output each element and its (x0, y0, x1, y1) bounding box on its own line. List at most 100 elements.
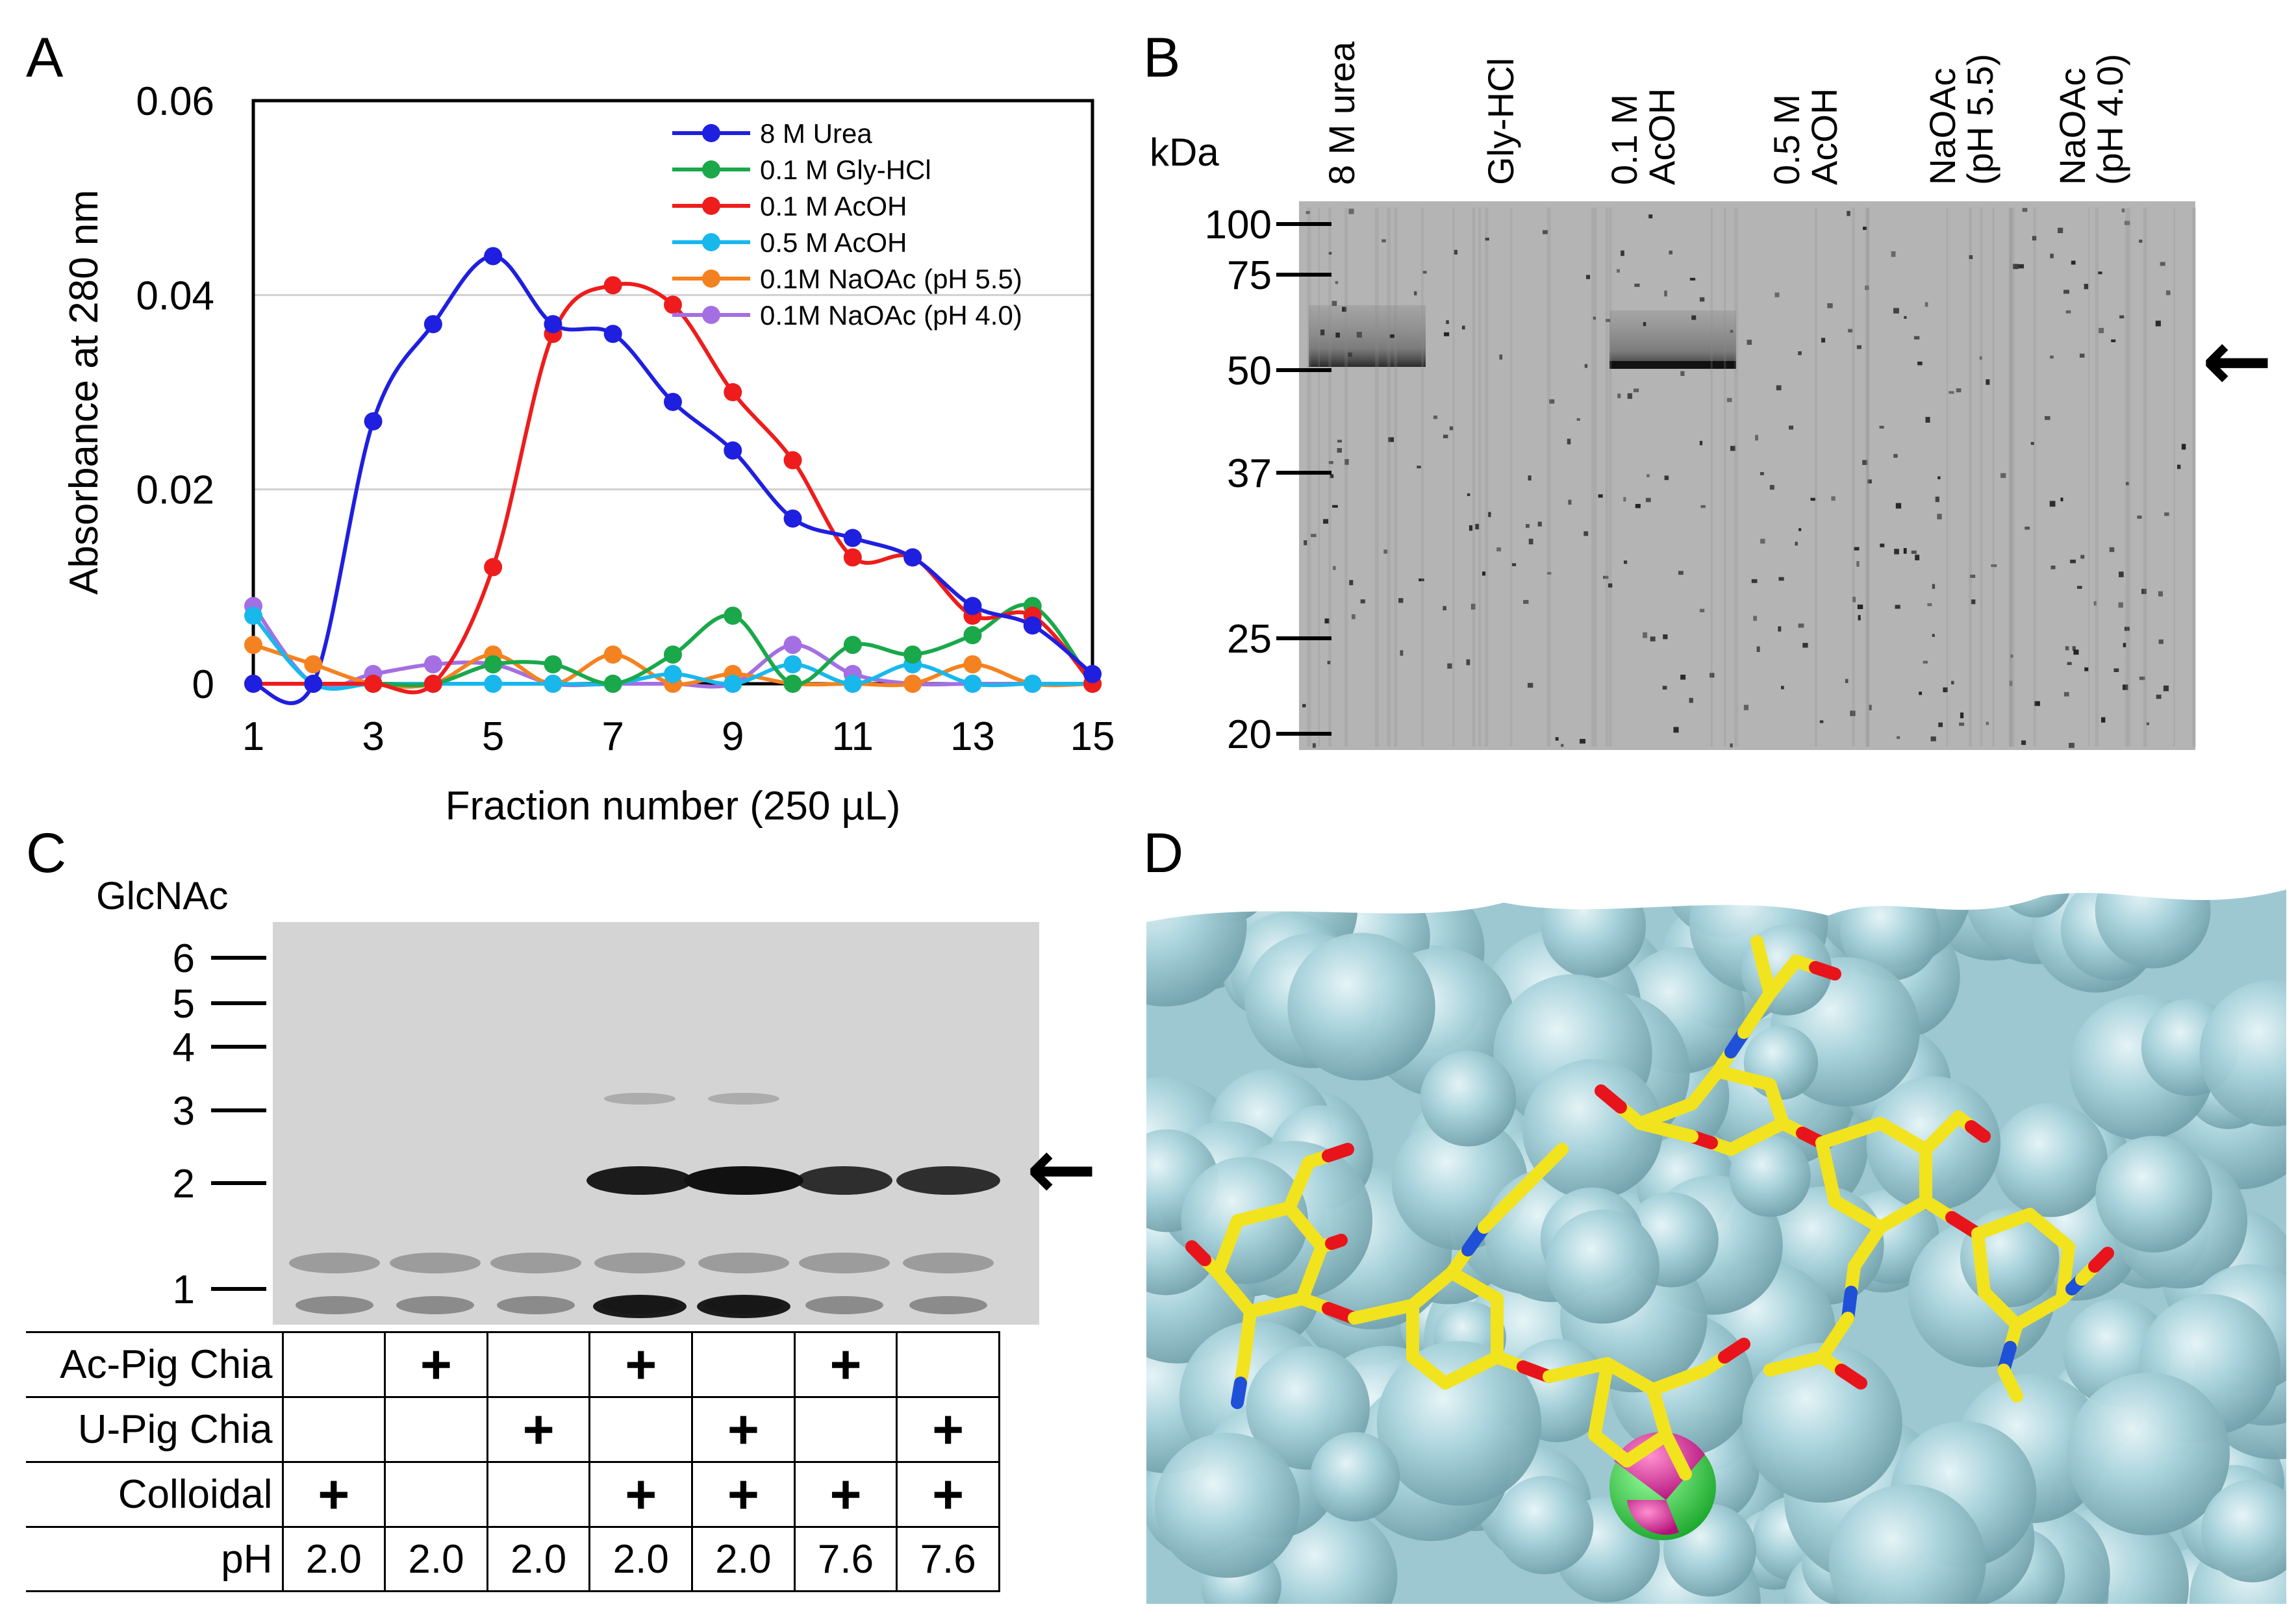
data-point (603, 675, 622, 693)
series-line (253, 254, 1094, 705)
data-point (843, 675, 862, 693)
data-point (843, 548, 862, 567)
condition-row-label: pH (26, 1526, 284, 1592)
condition-cell (281, 1396, 386, 1463)
data-point (364, 412, 383, 431)
product-arrow: ← (1026, 1119, 1097, 1218)
condition-cell: + (384, 1331, 488, 1398)
chart-plot-frame (251, 99, 1094, 686)
data-point (304, 675, 323, 693)
condition-cell: + (588, 1461, 694, 1528)
legend-swatch-marker (702, 160, 720, 179)
condition-cell (384, 1396, 488, 1463)
x-tick-label: 9 (722, 714, 744, 759)
data-point (484, 655, 503, 674)
legend-swatch-marker (702, 124, 720, 142)
data-point (963, 655, 982, 674)
panel-b-label: B (1143, 27, 1181, 89)
condition-row: Colloidal + + + + + (26, 1461, 1000, 1528)
condition-cell (486, 1331, 591, 1398)
lane-label: NaOAc(pH 4.0) (2052, 54, 2130, 185)
lane-label: NaOAc(pH 5.5) (1922, 54, 2000, 185)
y-axis-label: Absorbance at 280 nm (62, 190, 107, 595)
condition-cell: + (793, 1461, 898, 1528)
y-tick-label: 0.04 (136, 273, 214, 318)
data-point (423, 675, 442, 693)
product-gel-bands (289, 1093, 1000, 1318)
data-point (963, 675, 982, 693)
protein-ligand-structure (1146, 877, 2286, 1604)
kda-marker-label: 20 (1227, 712, 1272, 757)
legend-entry: 0.1M NaOAc (pH 4.0) (760, 300, 1022, 331)
data-point (724, 441, 742, 460)
legend-entry: 0.5 M AcOH (760, 227, 907, 258)
condition-cell: + (896, 1396, 1000, 1463)
condition-cell: + (281, 1461, 386, 1528)
condition-row: pH 2.0 2.0 2.0 2.0 2.0 7.6 7.6 (26, 1526, 1000, 1592)
data-point (724, 675, 742, 693)
data-point (724, 383, 742, 401)
data-point (244, 636, 262, 655)
panel-d-label: D (1143, 822, 1184, 884)
x-axis-label: Fraction number (250 µL) (446, 784, 901, 829)
condition-cell: + (691, 1396, 796, 1463)
gel-band-urea (1309, 305, 1426, 367)
data-point (484, 247, 503, 266)
glcnac-marker-label: 5 (173, 982, 195, 1027)
data-point (843, 529, 862, 547)
data-point (544, 315, 562, 334)
data-point (903, 645, 922, 664)
glcnac-marker-label: 2 (173, 1162, 195, 1206)
data-point (1083, 665, 1102, 684)
svg-text:NaOAc: NaOAc (2052, 68, 2093, 186)
glcnac-marker-label: 4 (173, 1025, 195, 1070)
gel-speckle-noise (1302, 208, 2196, 748)
data-point (664, 665, 682, 684)
legend-swatch-marker (702, 197, 720, 215)
product-gel-image (273, 922, 1039, 1325)
kda-marker-label: 100 (1205, 203, 1272, 247)
data-point (963, 626, 982, 645)
x-tick-label: 7 (601, 714, 624, 759)
svg-text:8 M urea: 8 M urea (1321, 41, 1362, 185)
condition-cell (588, 1396, 694, 1463)
protein-surface (1146, 877, 2286, 1604)
condition-cell: 2.0 (588, 1526, 694, 1592)
condition-cell: 2.0 (384, 1526, 488, 1592)
y-tick-label: 0.06 (136, 79, 214, 124)
condition-row: Ac-Pig Chia + + + (26, 1331, 1000, 1398)
dimer-band (684, 1166, 803, 1195)
data-point (603, 325, 622, 344)
chitooligosaccharide-ligand (1185, 935, 2114, 1480)
lane-label: Gly-HCl (1480, 58, 1521, 185)
kda-marker-label: 37 (1227, 451, 1272, 496)
condition-cell (486, 1461, 591, 1528)
data-point (423, 655, 442, 674)
band-arrow: ← (2202, 311, 2273, 410)
svg-text:NaOAc: NaOAc (1922, 68, 1963, 186)
chart-gridlines (253, 294, 1092, 491)
data-point (664, 645, 682, 664)
condition-cell: + (896, 1461, 1000, 1528)
data-point (1023, 616, 1042, 635)
gel-band-acoh (1609, 310, 1736, 369)
legend-swatch-marker (702, 233, 720, 251)
svg-text:0.1 M: 0.1 M (1604, 94, 1645, 185)
data-point (484, 675, 503, 693)
data-point (364, 675, 383, 693)
glcnac-marker-label: 3 (173, 1089, 195, 1134)
kda-marker-label: 25 (1227, 617, 1272, 662)
y-tick-label: 0 (192, 662, 214, 707)
panel-c-label: C (26, 822, 67, 884)
gel-image (1299, 201, 2195, 750)
condition-row: U-Pig Chia + + + (26, 1396, 1000, 1463)
kda-label: kDa (1150, 131, 1219, 174)
x-tick-label: 13 (950, 714, 995, 759)
data-point (783, 509, 802, 528)
condition-row-label: U-Pig Chia (26, 1396, 284, 1463)
dimer-band (587, 1166, 693, 1195)
svg-text:AcOH: AcOH (1804, 88, 1845, 185)
condition-cell: + (486, 1396, 591, 1463)
